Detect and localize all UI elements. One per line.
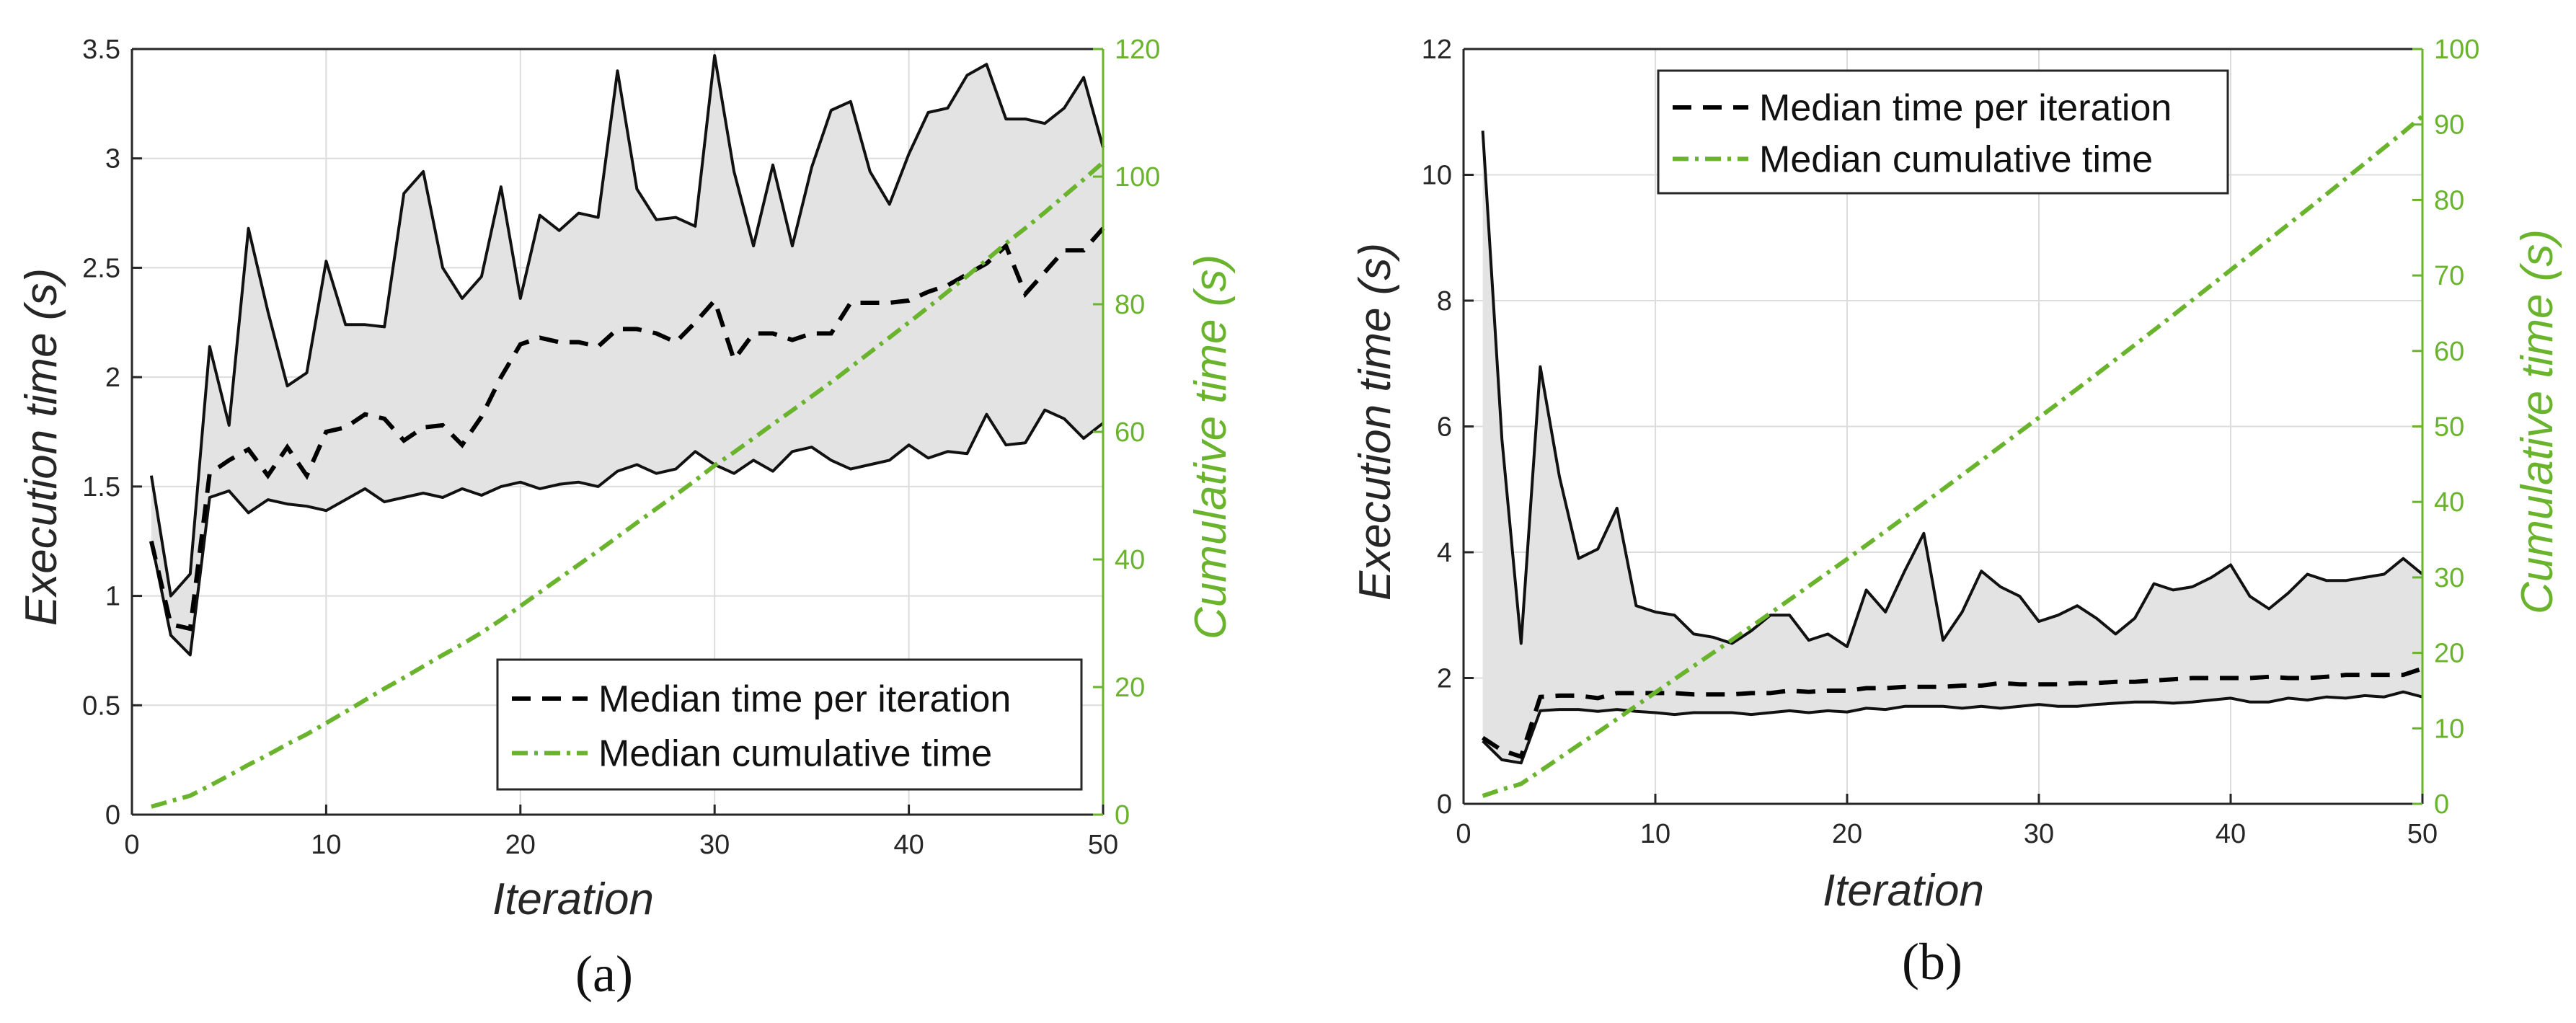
chart-b-caption: (b) <box>1902 933 1962 991</box>
chart-b-ytick-label: 2 <box>1437 664 1452 694</box>
chart-a-ytick-label: 1.5 <box>82 472 120 502</box>
chart-b-xtick-label: 0 <box>1456 819 1471 849</box>
chart-b-xtick-label: 40 <box>2216 819 2246 849</box>
chart-b-y2tick-label: 90 <box>2434 110 2464 141</box>
chart-b-legend-box <box>1657 69 2229 195</box>
chart-a-caption: (a) <box>575 945 633 1003</box>
chart-a-y2tick-label: 60 <box>1115 417 1145 448</box>
chart-a-y2label: Cumulative time (s) <box>1186 254 1236 639</box>
chart-b-xlabel: Iteration <box>1823 866 1984 916</box>
chart-a-ytick-label: 0 <box>105 800 120 831</box>
chart-b-legend-median-label: Median time per iteration <box>1759 87 2172 129</box>
chart-panel-a: Iteration Execution time (s) Cumulative … <box>17 35 1236 1003</box>
chart-a-y2tick-label: 40 <box>1115 545 1145 575</box>
chart-b-ytick-label: 6 <box>1437 412 1452 443</box>
chart-panel-b: Iteration Execution time (s) Cumulative … <box>1350 35 2562 991</box>
chart-b-series-max <box>1481 130 2424 648</box>
chart-b-y2label: Cumulative time (s) <box>2513 229 2562 614</box>
chart-b-ylabel: Execution time (s) <box>1350 243 1400 601</box>
chart-b-series-cumulative <box>1482 114 2424 798</box>
chart-a-xlabel: Iteration <box>492 874 654 924</box>
chart-a-ytick-label: 2.5 <box>82 253 120 283</box>
chart-b-y2tick-label: 60 <box>2434 337 2464 367</box>
chart-a-y2tick-label: 100 <box>1115 162 1160 192</box>
chart-a-y2tick-label: 20 <box>1115 673 1145 703</box>
chart-a-y2tick-label: 80 <box>1115 290 1145 320</box>
chart-a-legend-box <box>496 658 1083 791</box>
chart-b-minmax-band <box>1482 130 2422 763</box>
chart-a-ytick-label: 3.5 <box>82 35 120 65</box>
chart-a-xtick-label: 50 <box>1088 830 1118 860</box>
chart-b-ytick-label: 0 <box>1437 789 1452 820</box>
chart-b-y2tick-label: 80 <box>2434 185 2464 216</box>
chart-a-ytick-label: 2 <box>105 363 120 393</box>
chart-b-ytick-label: 8 <box>1437 286 1452 316</box>
chart-a-minmax-band <box>151 56 1103 655</box>
chart-a-ylabel: Execution time (s) <box>17 268 66 626</box>
chart-b-y2tick-label: 10 <box>2434 714 2464 744</box>
chart-a-ytick-label: 3 <box>105 144 120 174</box>
chart-b-xtick-label: 50 <box>2407 819 2438 849</box>
chart-a-xtick-label: 10 <box>311 830 341 860</box>
chart-a-xtick-label: 0 <box>124 830 139 860</box>
chart-a-series-min <box>149 408 1105 657</box>
chart-b-legend-cumulative-label: Median cumulative time <box>1759 138 2153 180</box>
chart-b-xtick-label: 20 <box>1832 819 1862 849</box>
chart-a-series-cumulative <box>151 160 1105 809</box>
chart-a-series-median <box>149 226 1105 632</box>
chart-a-y2tick-label: 120 <box>1115 35 1160 65</box>
chart-b-ytick-label: 4 <box>1437 538 1452 568</box>
chart-b-y2tick-label: 30 <box>2434 563 2464 593</box>
chart-b-series-median <box>1481 666 2423 760</box>
chart-b-ytick-label: 12 <box>1422 35 1452 65</box>
chart-b-y2tick-label: 100 <box>2434 35 2479 65</box>
chart-b-y2tick-label: 50 <box>2434 412 2464 443</box>
chart-a-xtick-label: 30 <box>699 830 730 860</box>
chart-b-y2tick-label: 40 <box>2434 487 2464 518</box>
chart-b-y2tick-label: 20 <box>2434 639 2464 669</box>
chart-b-y2tick-label: 70 <box>2434 261 2464 291</box>
chart-b-series-min <box>1482 690 2423 765</box>
chart-a-xtick-label: 20 <box>505 830 536 860</box>
chart-b-xtick-label: 30 <box>2024 819 2054 849</box>
chart-b-ytick-label: 10 <box>1422 161 1452 191</box>
chart-b-xtick-label: 10 <box>1640 819 1670 849</box>
chart-b-y2tick-label: 0 <box>2434 789 2449 820</box>
chart-a-legend-cumulative-label: Median cumulative time <box>598 733 992 775</box>
chart-a-y2tick-label: 0 <box>1115 800 1130 831</box>
chart-a-ytick-label: 0.5 <box>82 691 120 721</box>
chart-a-xtick-label: 40 <box>893 830 924 860</box>
chart-a-series-max <box>149 54 1105 598</box>
chart-a-legend-median-label: Median time per iteration <box>598 678 1011 720</box>
chart-a-ytick-label: 1 <box>105 582 120 612</box>
